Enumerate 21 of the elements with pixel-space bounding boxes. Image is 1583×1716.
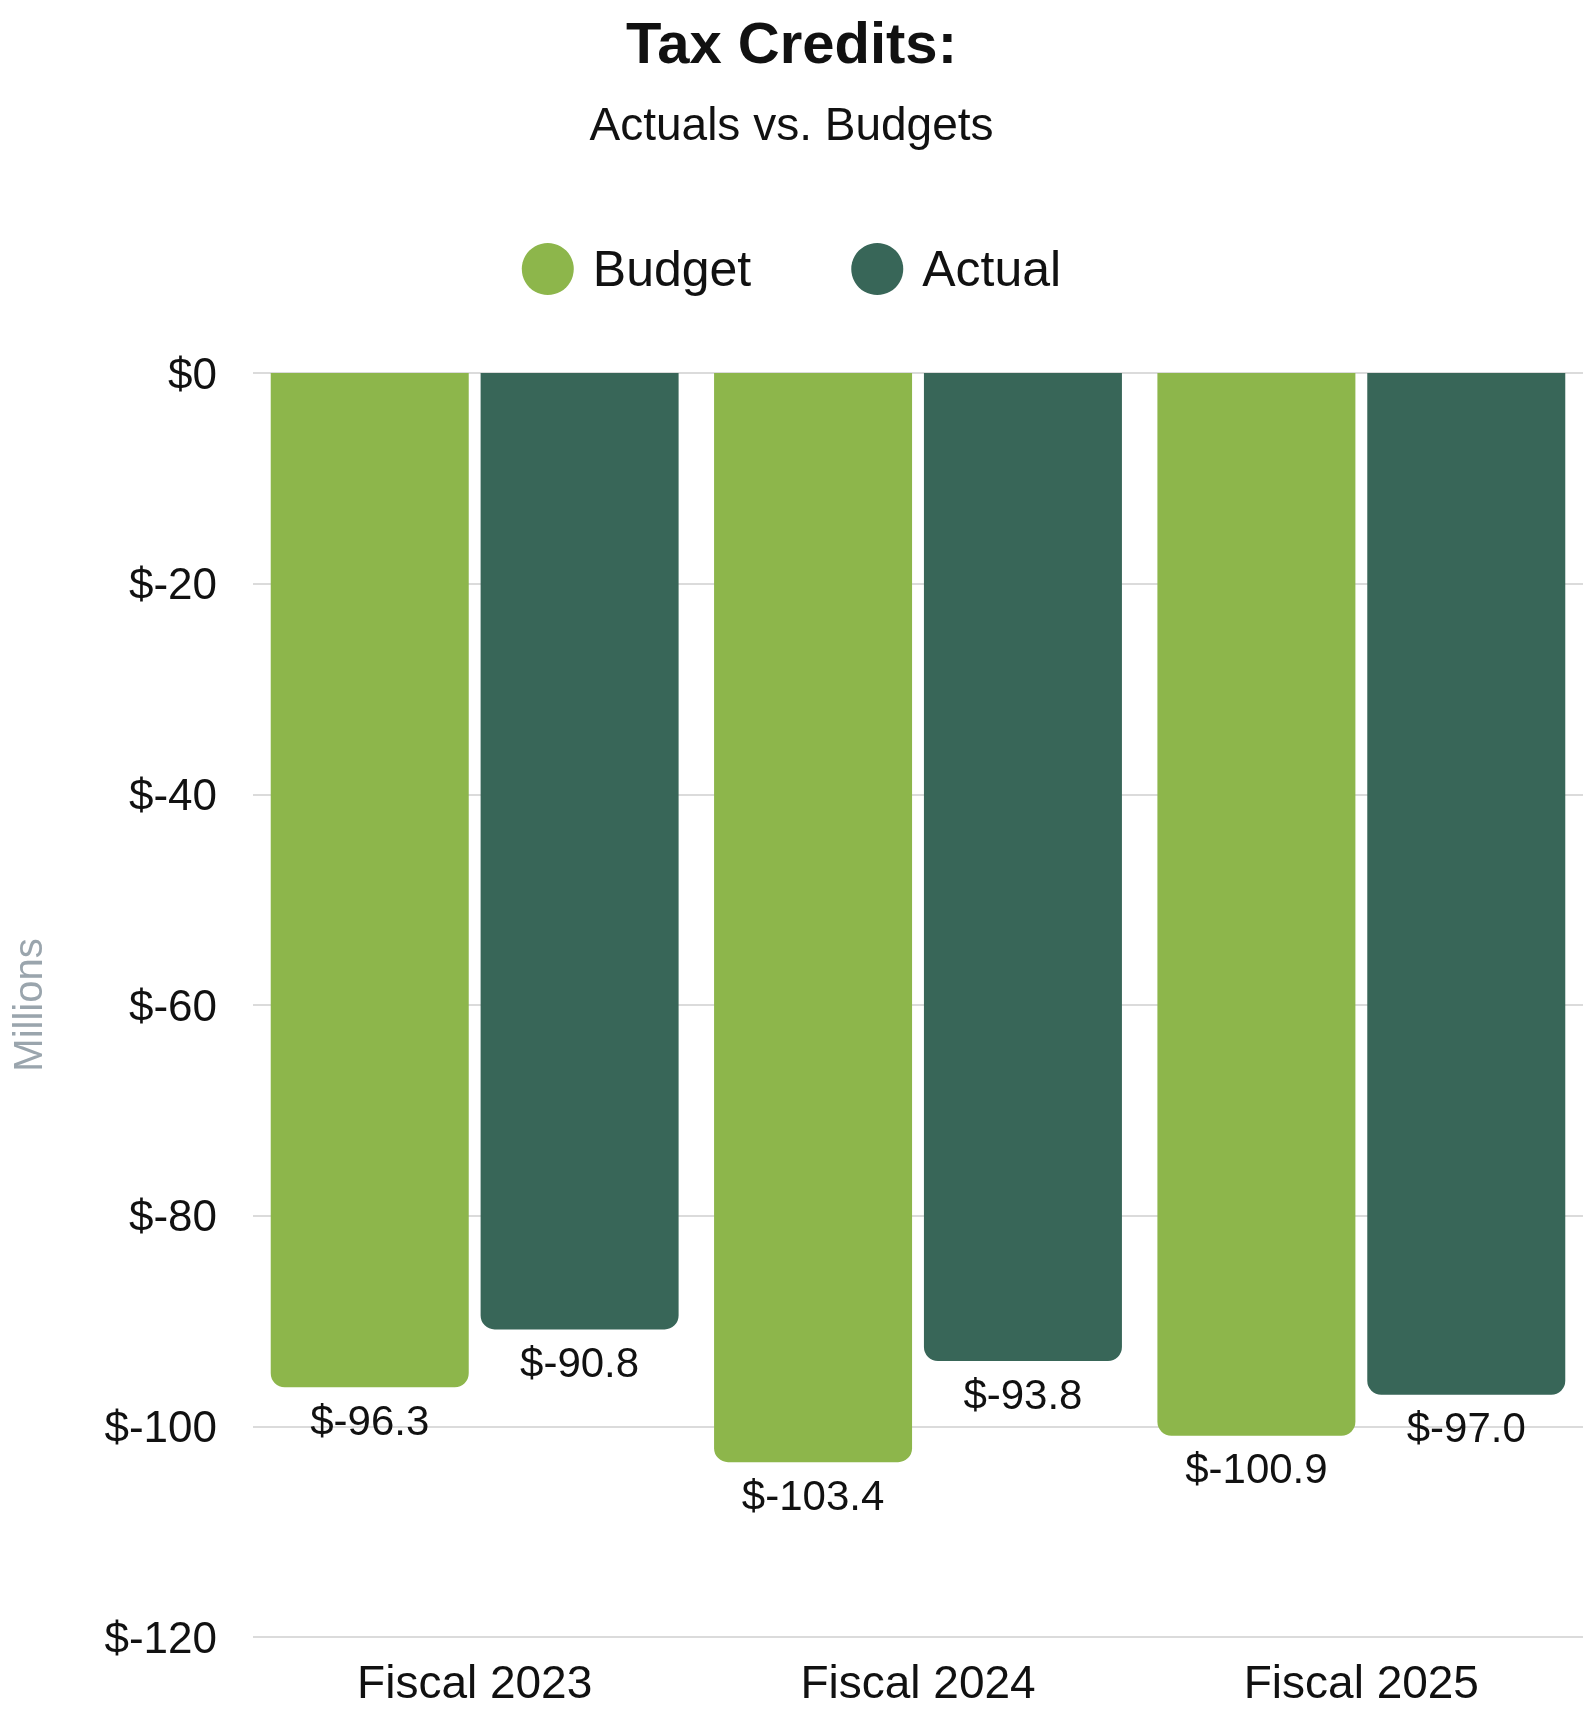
y-axis-title: Millions xyxy=(6,938,50,1072)
data-label: $-97.0 xyxy=(1406,1404,1526,1452)
data-label: $-93.8 xyxy=(963,1370,1083,1418)
x-tick-label: Fiscal 2024 xyxy=(800,1656,1036,1708)
y-tick-label: $-20 xyxy=(128,559,217,609)
legend-label: Actual xyxy=(922,241,1062,297)
data-label: $-96.3 xyxy=(310,1396,430,1444)
y-tick-label: $0 xyxy=(168,348,217,398)
chart-subtitle: Actuals vs. Budgets xyxy=(589,98,994,150)
data-label: $-90.8 xyxy=(520,1338,640,1386)
y-tick-label: $-80 xyxy=(128,1191,217,1241)
x-tick-label: Fiscal 2025 xyxy=(1243,1656,1479,1708)
data-label: $-100.9 xyxy=(1185,1445,1328,1493)
chart-title: Tax Credits: xyxy=(626,9,957,75)
y-tick-label: $-120 xyxy=(104,1612,217,1662)
legend-label: Budget xyxy=(592,241,752,297)
y-tick-label: $-100 xyxy=(104,1401,217,1451)
x-tick-label: Fiscal 2023 xyxy=(357,1656,593,1708)
data-label: $-103.4 xyxy=(741,1471,885,1519)
y-tick-label: $-60 xyxy=(128,980,217,1030)
y-tick-label: $-40 xyxy=(128,769,217,819)
